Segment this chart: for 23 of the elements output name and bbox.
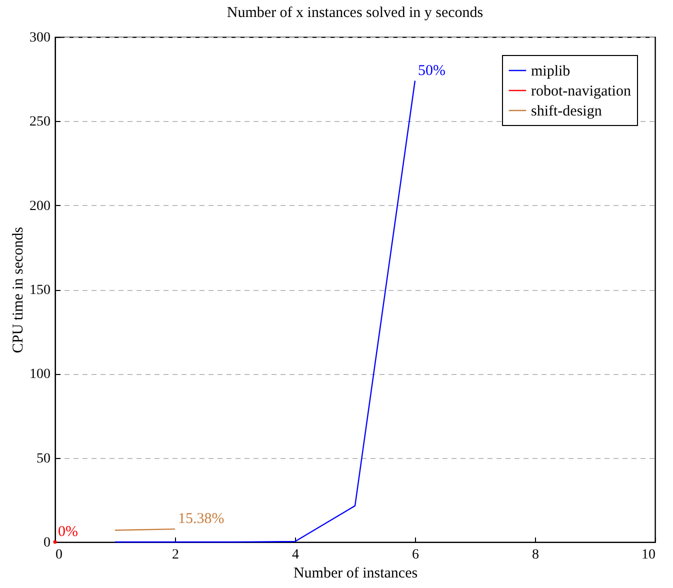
y-tick-label: 300 — [30, 30, 50, 46]
y-tick-label: 100 — [30, 367, 50, 382]
y-tick-label: 50 — [36, 451, 50, 466]
annotation: 50% — [418, 62, 446, 79]
annotation: 15.38% — [178, 511, 224, 528]
x-tick-label: 2 — [172, 548, 179, 562]
y-tick-label: 250 — [30, 114, 50, 130]
legend-label: shift-design — [531, 104, 602, 120]
x-tick-label: 10 — [642, 548, 656, 562]
line-series — [114, 80, 416, 543]
y-axis-title: CPU time in seconds — [10, 226, 26, 354]
y-tick-label: 0 — [44, 536, 50, 550]
legend-label: miplib — [531, 64, 570, 80]
chart-title: Number of x instances solved in y seconds — [226, 5, 484, 21]
x-tick-label: 0 — [56, 548, 62, 562]
x-tick-label: 4 — [292, 548, 299, 562]
legend-label: robot-navigation — [531, 84, 632, 100]
y-tick-label: 200 — [30, 198, 50, 214]
annotation: 0% — [58, 524, 78, 540]
y-tick-label: 150 — [30, 283, 50, 298]
x-tick-label: 8 — [532, 548, 539, 562]
x-tick-label: 6 — [412, 548, 419, 562]
x-axis-title: Number of instances — [293, 566, 418, 582]
